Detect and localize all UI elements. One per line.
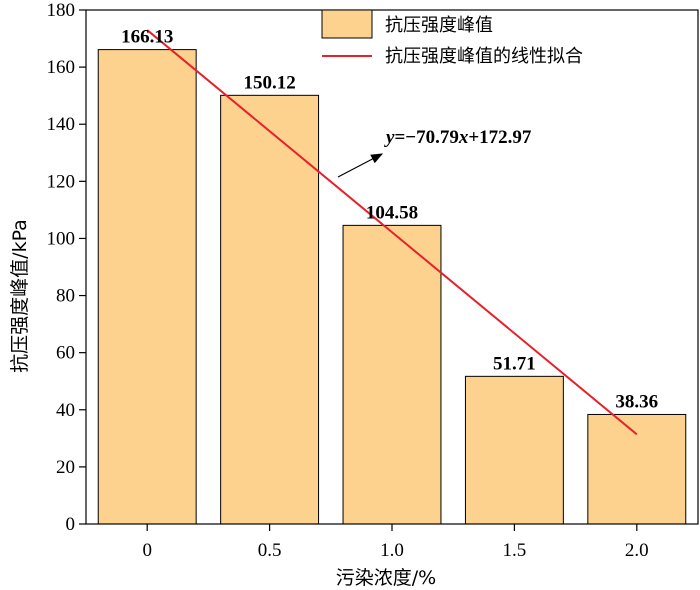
bars-layer <box>97 49 687 525</box>
bar-0 <box>97 49 197 525</box>
x-tick-label-4: 2.0 <box>625 540 649 561</box>
legend-fit-label: 抗压强度峰值的线性拟合 <box>385 46 583 67</box>
legend: 抗压强度峰值 抗压强度峰值的线性拟合 <box>321 9 583 67</box>
bar-4 <box>587 413 687 525</box>
data-label-2: 104.58 <box>366 202 418 223</box>
x-tick-label-2: 1.0 <box>380 540 404 561</box>
fit-equation: y=−70.79x+172.97 <box>337 127 532 178</box>
y-tick-label-2: 40 <box>56 400 75 421</box>
x-tick-label-0: 0 <box>142 540 152 561</box>
eq-tail: +172.97 <box>468 127 532 148</box>
data-label-1: 150.12 <box>243 72 295 93</box>
data-label-4: 38.36 <box>615 391 658 412</box>
eq-y: y <box>384 127 395 148</box>
data-label-0: 166.13 <box>121 27 173 48</box>
legend-bar-swatch <box>321 9 373 39</box>
fit-equation-text: y=−70.79x+172.97 <box>384 127 532 148</box>
bar-2 <box>342 224 442 525</box>
data-label-3: 51.71 <box>493 353 536 374</box>
eq-x: x <box>458 127 469 148</box>
labels-layer: 166.13 150.12 104.58 51.71 38.36 <box>121 27 658 413</box>
y-tick-label-7: 140 <box>47 114 76 135</box>
bar-3 <box>464 375 564 525</box>
y-tick-label-5: 100 <box>47 228 76 249</box>
y-tick-label-8: 160 <box>47 57 76 78</box>
x-tick-label-3: 1.5 <box>503 540 527 561</box>
equation-arrow <box>337 153 384 178</box>
y-tick-label-4: 80 <box>56 286 75 307</box>
y-tick-label-1: 20 <box>56 457 75 478</box>
y-tick-label-0: 0 <box>66 514 76 535</box>
x-tick-label-1: 0.5 <box>258 540 282 561</box>
y-tick-label-9: 180 <box>47 0 76 21</box>
y-tick-label-3: 60 <box>56 343 75 364</box>
legend-bar-label: 抗压强度峰值 <box>385 15 493 36</box>
x-axis-title: 污染浓度/% <box>336 567 436 589</box>
fit-layer <box>146 29 638 436</box>
eq-mid: =−70.79 <box>394 127 458 148</box>
axes-layer: 0 20 40 60 80 100 120 140 160 180 0 0.5 1.0 1.5 2.0 <box>47 0 699 561</box>
bar-1 <box>220 94 320 525</box>
fit-line <box>146 29 638 436</box>
y-axis-title: 抗压强度峰值/kPa <box>9 219 31 373</box>
y-tick-label-6: 120 <box>47 171 76 192</box>
